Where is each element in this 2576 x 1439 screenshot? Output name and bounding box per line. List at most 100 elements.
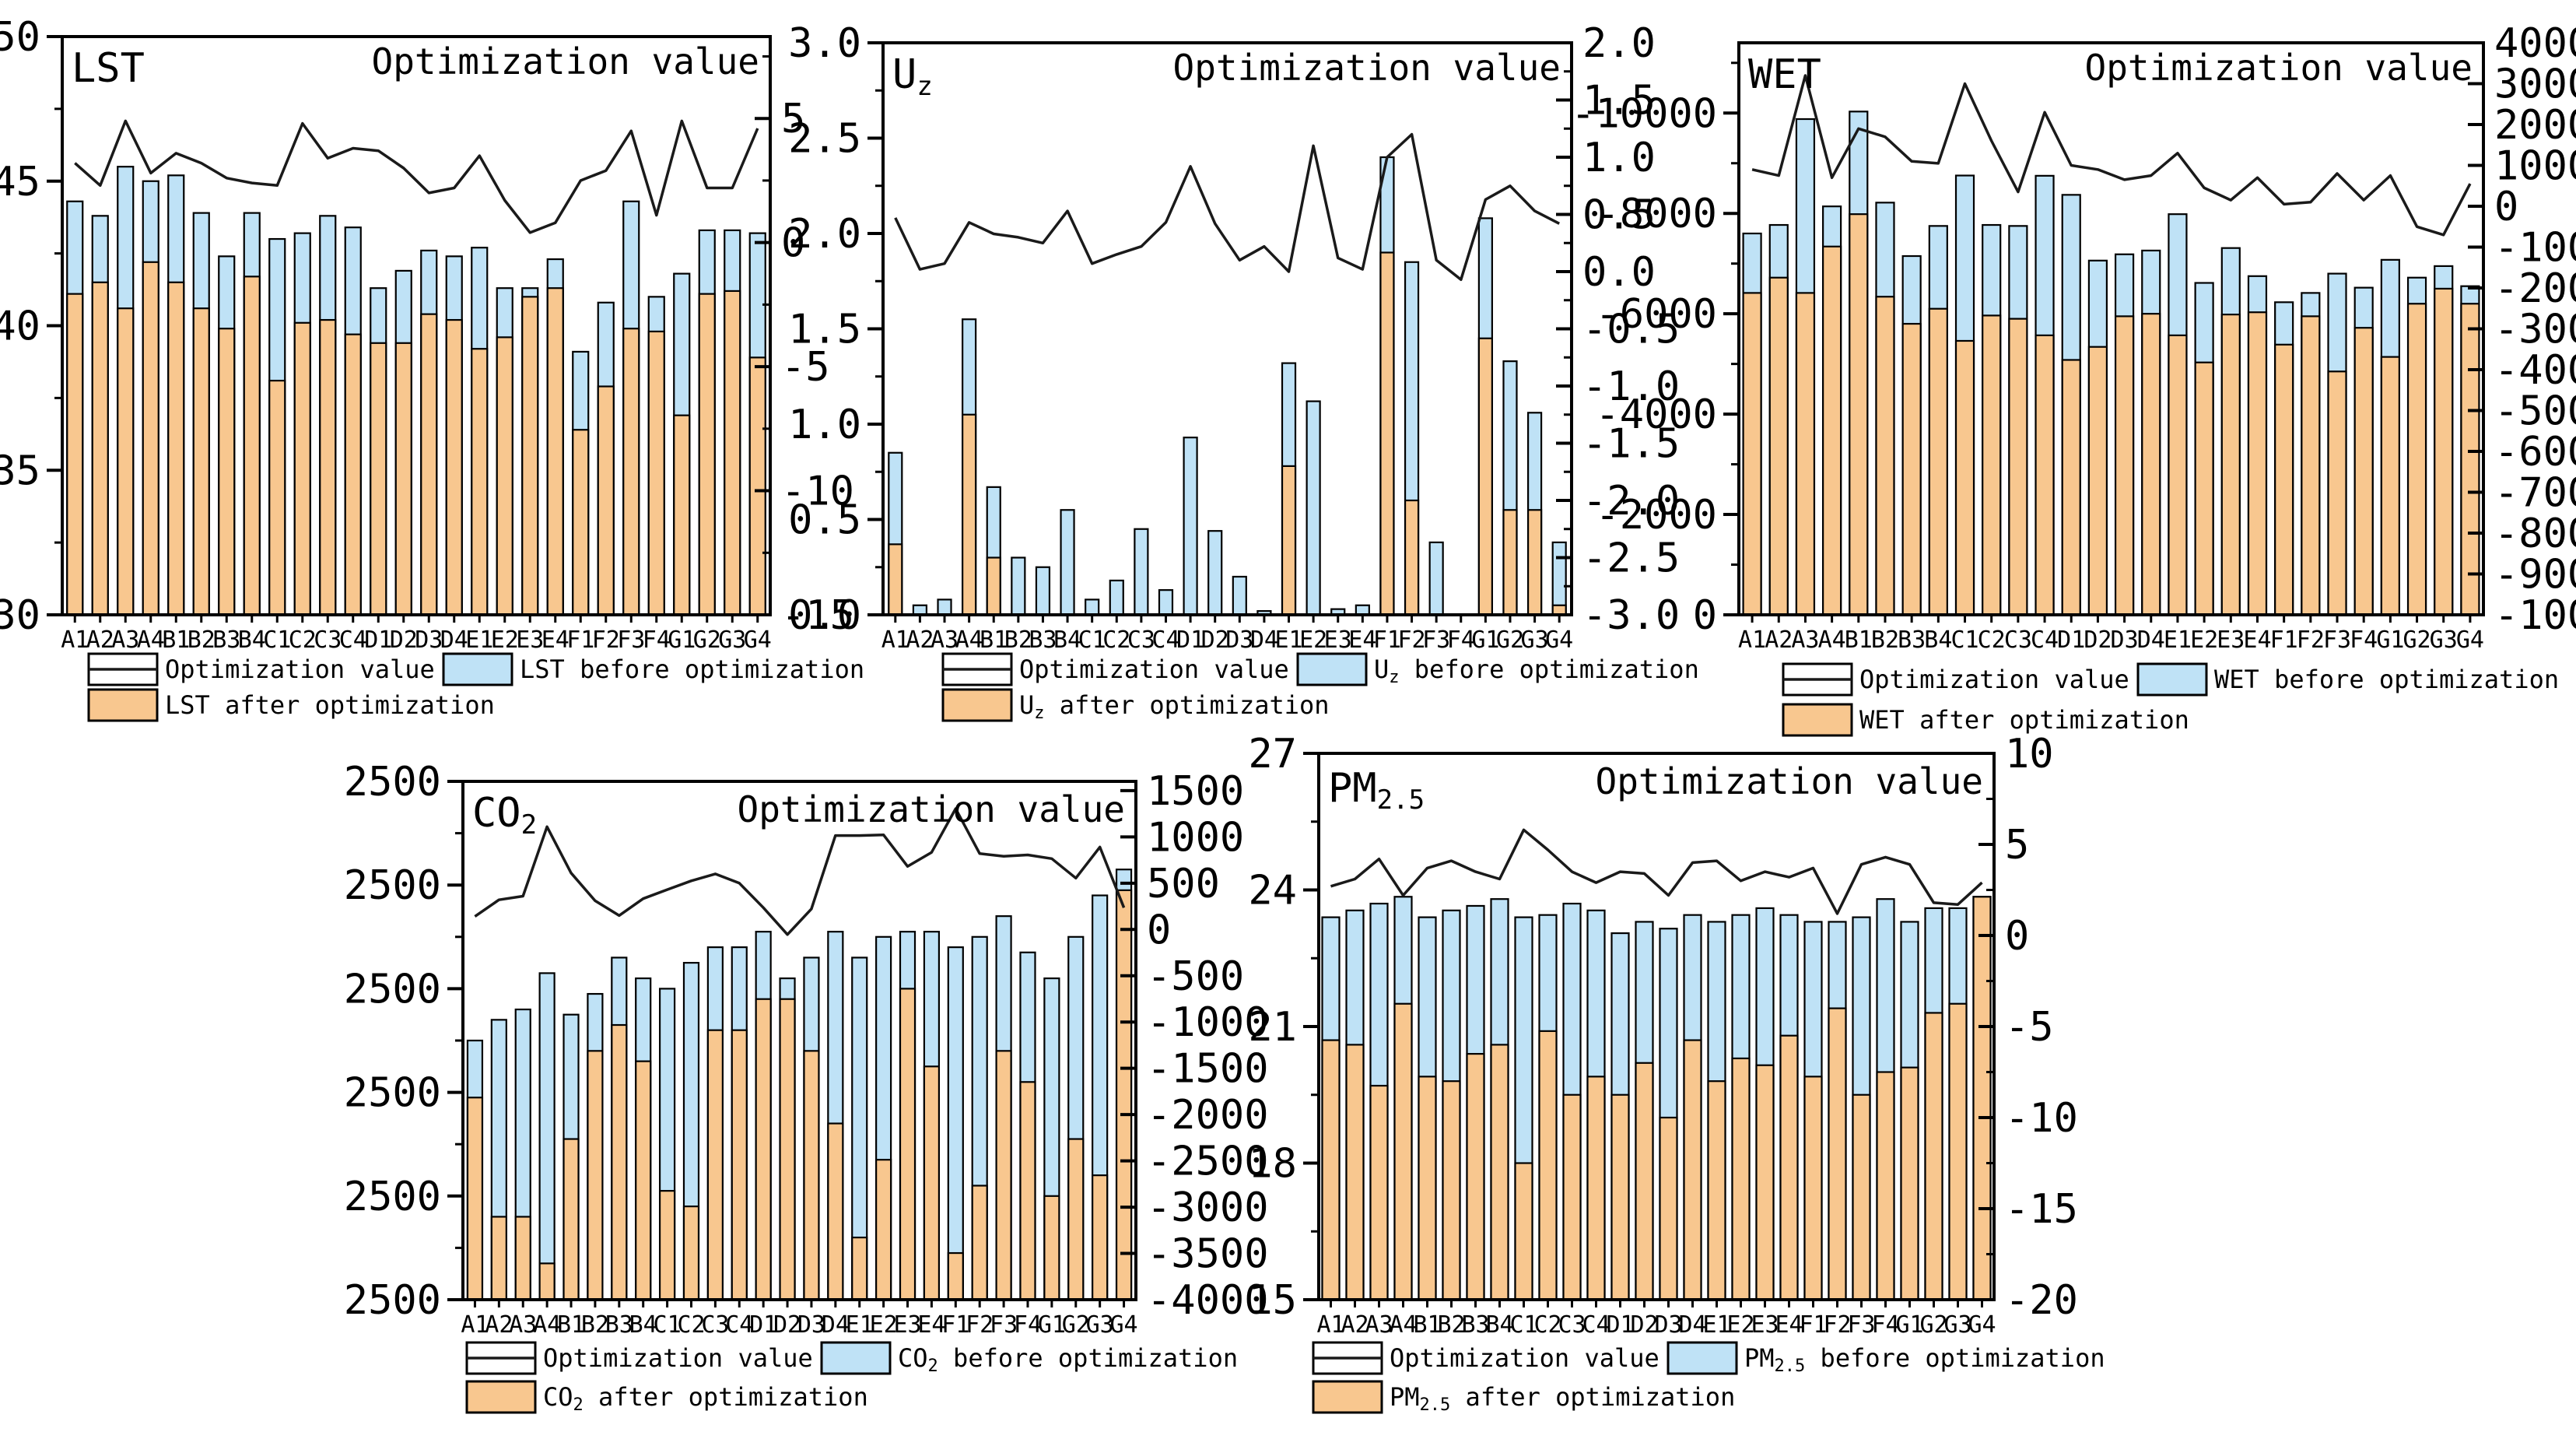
right-tick-label-wet: -6000 <box>2494 429 2576 476</box>
right-tick-label-uz: -1.0 <box>1582 363 1680 410</box>
legend-label-line-wet: Optimization value <box>1859 665 2129 694</box>
legend-label-before-co2: CO2 before optimization <box>898 1343 1238 1376</box>
right-tick-label-wet: -10000 <box>2494 592 2576 639</box>
x-label-lst-D2: D2 <box>390 626 418 654</box>
x-label-lst-G4: G4 <box>744 626 772 654</box>
bar-after-wet-D4 <box>2141 313 2161 616</box>
x-label-co2-A1: A1 <box>461 1311 489 1339</box>
bar-after-wet-A2 <box>1768 276 1789 616</box>
left-tick-label-pm25: 24 <box>1248 868 1297 914</box>
right-tick-label-lst: -15 <box>781 592 854 639</box>
x-label-co2-E2: E2 <box>870 1311 898 1339</box>
legend-label-after-co2: CO2 after optimization <box>543 1382 868 1415</box>
x-label-lst-E2: E2 <box>491 626 519 654</box>
right-tick-label-pm25: 10 <box>2005 731 2054 777</box>
x-label-wet-C3: C3 <box>2004 626 2032 654</box>
x-label-pm25-G2: G2 <box>1919 1311 1947 1339</box>
bar-after-wet-A1 <box>1742 292 1762 616</box>
bar-after-lst-F1 <box>572 429 590 616</box>
x-label-lst-G3: G3 <box>718 626 746 654</box>
bar-after-uz-B1 <box>986 556 1001 616</box>
x-label-lst-A3: A3 <box>111 626 139 654</box>
legend-label-before-uz: Uz before optimization <box>1374 655 1699 687</box>
bar-after-pm25-C3 <box>1562 1093 1582 1301</box>
bar-after-pm25-C1 <box>1514 1162 1533 1301</box>
bar-after-pm25-A4 <box>1393 1002 1413 1301</box>
right-tick-label-wet: 4000 <box>2494 20 2576 67</box>
right-tick-label-uz: -0.5 <box>1582 307 1680 353</box>
legend-label-line-lst: Optimization value <box>165 655 435 684</box>
x-label-co2-F3: F3 <box>990 1311 1018 1339</box>
bar-after-wet-E2 <box>2194 361 2214 616</box>
x-label-co2-D4: D4 <box>822 1311 850 1339</box>
right-tick-label-lst: 5 <box>781 96 805 142</box>
x-label-wet-C4: C4 <box>2031 626 2059 654</box>
x-label-wet-D1: D1 <box>2057 626 2085 654</box>
x-label-wet-F4: F4 <box>2350 626 2378 654</box>
bar-after-lst-D2 <box>394 342 412 616</box>
bar-after-lst-B4 <box>243 276 261 616</box>
bar-after-pm25-B4 <box>1490 1044 1509 1301</box>
legend-swatch-after-uz <box>941 688 1013 722</box>
x-label-uz-B2: B2 <box>1004 626 1032 654</box>
right-tick-label-wet: -2000 <box>2494 265 2576 312</box>
bar-after-co2-B1 <box>563 1138 580 1301</box>
x-label-lst-F3: F3 <box>617 626 645 654</box>
bar-after-lst-E2 <box>496 336 513 616</box>
x-label-co2-B2: B2 <box>581 1311 609 1339</box>
bar-after-wet-G4 <box>2460 303 2480 616</box>
x-label-co2-B4: B4 <box>629 1311 657 1339</box>
x-label-pm25-B3: B3 <box>1461 1311 1489 1339</box>
x-label-lst-B4: B4 <box>238 626 266 654</box>
x-label-pm25-E4: E4 <box>1775 1311 1803 1339</box>
right-tick-label-uz: 0.5 <box>1582 192 1656 239</box>
bar-after-lst-F4 <box>647 330 665 616</box>
x-label-wet-E3: E3 <box>2217 626 2245 654</box>
legend-label-line-pm25: Optimization value <box>1390 1343 1660 1373</box>
x-label-pm25-D1: D1 <box>1606 1311 1634 1339</box>
right-tick-label-co2: 1000 <box>1147 814 1244 861</box>
bar-after-pm25-G4 <box>1972 896 1992 1301</box>
x-label-wet-C1: C1 <box>1950 626 1978 654</box>
x-label-uz-C1: C1 <box>1078 626 1106 654</box>
bar-after-wet-G2 <box>2406 303 2427 616</box>
bar-after-co2-F4 <box>1019 1081 1036 1301</box>
bar-after-wet-D3 <box>2114 315 2135 616</box>
x-label-wet-F2: F2 <box>2297 626 2325 654</box>
right-tick-label-pm25: -20 <box>2005 1277 2078 1324</box>
legend-swatch-after-pm25 <box>1312 1380 1383 1414</box>
bar-after-co2-A2 <box>490 1216 507 1301</box>
legend-swatch-after-wet <box>1782 703 1853 737</box>
bar-after-wet-E1 <box>2168 334 2188 616</box>
bar-after-wet-D1 <box>2061 359 2081 616</box>
left-tick-label-co2: 2500 <box>344 862 441 909</box>
right-tick-label-uz: -3.0 <box>1582 592 1680 639</box>
right-tick-label-lst: -10 <box>781 469 854 515</box>
left-tick-label-pm25: 21 <box>1248 1004 1297 1051</box>
x-label-lst-C3: C3 <box>314 626 342 654</box>
x-label-co2-D2: D2 <box>773 1311 801 1339</box>
x-label-uz-G1: G1 <box>1471 626 1499 654</box>
x-label-wet-E1: E1 <box>2164 626 2192 654</box>
x-label-lst-F1: F1 <box>566 626 594 654</box>
bar-before-uz-C3 <box>1134 528 1149 616</box>
x-label-uz-D2: D2 <box>1201 626 1229 654</box>
right-tick-label-wet: -4000 <box>2494 347 2576 394</box>
bar-after-co2-G4 <box>1115 889 1133 1301</box>
x-label-uz-B3: B3 <box>1029 626 1057 654</box>
x-label-co2-B1: B1 <box>557 1311 585 1339</box>
x-label-pm25-A3: A3 <box>1365 1311 1393 1339</box>
legend-swatch-before-pm25 <box>1667 1341 1738 1375</box>
x-label-uz-E4: E4 <box>1348 626 1376 654</box>
x-label-uz-E3: E3 <box>1324 626 1352 654</box>
bar-after-uz-G3 <box>1526 509 1543 616</box>
x-label-pm25-G4: G4 <box>1968 1311 1996 1339</box>
left-tick-label-uz: 1.0 <box>788 402 861 448</box>
bar-after-wet-F4 <box>2353 327 2374 616</box>
x-label-lst-D1: D1 <box>364 626 392 654</box>
right-tick-label-lst: -5 <box>781 344 830 391</box>
bar-after-lst-B1 <box>167 281 185 616</box>
left-tick-label-wet: -8000 <box>1595 191 1717 237</box>
bar-after-co2-C3 <box>706 1029 724 1301</box>
x-label-uz-A4: A4 <box>955 626 983 654</box>
